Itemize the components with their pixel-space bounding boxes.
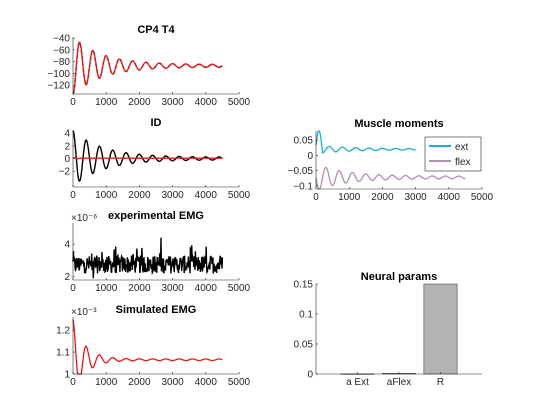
neural-x-tick-label: aFlex — [387, 377, 411, 388]
moments-x-tick-label: 0 — [313, 192, 319, 203]
simemg-x-tick-label: 4000 — [195, 377, 218, 388]
id-y-tick-label: 4 — [64, 129, 70, 140]
moments-x-tick-label: 3000 — [404, 192, 427, 203]
moments-series-flex — [315, 166, 466, 190]
expemg-series-0 — [72, 237, 224, 279]
id-x-tick-label: 1000 — [95, 190, 118, 201]
neural-y-tick-label: 0.15 — [294, 280, 314, 291]
expemg-x-tick-label: 5000 — [228, 283, 251, 294]
simemg-exponent-label: ×10⁻³ — [71, 307, 97, 318]
simemg-title: Simulated EMG — [116, 304, 197, 316]
moments-legend-box — [424, 136, 482, 172]
moments-x-tick-label: 5000 — [471, 192, 494, 203]
simemg-series-0 — [72, 319, 223, 375]
id-x-tick-label: 2000 — [128, 190, 151, 201]
simemg-x-tick-label: 3000 — [161, 377, 184, 388]
simemg-y-tick-label: 1.2 — [56, 326, 70, 337]
cp4t4-y-tick-label: −100 — [47, 69, 70, 80]
simemg-x-tick-label: 5000 — [228, 377, 251, 388]
neural-title: Neural params — [361, 271, 437, 283]
moments-x-tick-label: 2000 — [371, 192, 394, 203]
cp4t4-x-tick-label: 0 — [70, 97, 76, 108]
cp4t4-x-tick-label: 5000 — [228, 97, 251, 108]
cp4t4-title: CP4 T4 — [137, 24, 175, 36]
id-y-tick-label: −2 — [59, 167, 71, 178]
neural-y-tick-label: 0.1 — [299, 310, 313, 321]
neural-params-panel: Neural params a Ext aFlex R 0 0.05 0.1 0.15 — [294, 271, 482, 388]
simemg-y-tick-label: 1 — [64, 370, 70, 381]
cp4t4-series-0 — [72, 41, 223, 95]
simulated-emg-panel: Simulated EMG ×10⁻³ 0 1000 2000 3000 4000 5000 1… — [56, 304, 250, 388]
id-title: ID — [151, 117, 162, 129]
cp4t4-x-tick-label: 3000 — [161, 97, 184, 108]
simemg-x-tick-label: 0 — [70, 377, 76, 388]
id-x-tick-label: 3000 — [161, 190, 184, 201]
expemg-y-tick-label: 4 — [64, 240, 70, 251]
id-x-tick-label: 0 — [70, 190, 76, 201]
id-panel: ID 0 1000 2000 3000 4000 5000 −2 0 24 — [59, 117, 251, 201]
cp4t4-y-tick-label: −60 — [53, 45, 70, 56]
neural-x-tick-label: a Ext — [346, 377, 369, 388]
neural-bar-2 — [423, 283, 458, 375]
moments-series-ext — [315, 130, 416, 154]
moments-x-tick-label: 1000 — [338, 192, 361, 203]
expemg-x-tick-label: 0 — [70, 283, 76, 294]
cp4t4-y-tick-label: −80 — [53, 57, 70, 68]
moments-y-tick-label: 0.05 — [294, 136, 314, 147]
neural-x-tick-label: R — [437, 377, 444, 388]
neural-y-tick-label: 0.05 — [294, 340, 314, 351]
cp4t4-y-tick-label: −40 — [53, 34, 70, 45]
expemg-title: experimental EMG — [108, 210, 204, 222]
cp4t4-panel: CP4 T4 0 1000 2000 3000 4000 5000 −120−100−80−6… — [47, 24, 250, 108]
simemg-x-tick-label: 1000 — [95, 377, 118, 388]
neural-y-tick-label: 0 — [307, 370, 313, 381]
experimental-emg-panel: experimental EMG ×10⁻⁶ 0 1000 2000 3000 4000 50… — [64, 210, 250, 294]
simemg-x-tick-label: 2000 — [128, 377, 151, 388]
id-x-tick-label: 4000 — [195, 190, 218, 201]
id-x-tick-label: 5000 — [228, 190, 251, 201]
cp4t4-series-1 — [72, 41, 223, 95]
expemg-x-tick-label: 2000 — [128, 283, 151, 294]
moments-legend-label-flex: flex — [455, 157, 471, 168]
id-y-tick-label: 0 — [64, 154, 70, 165]
moments-y-tick-label: 0 — [307, 151, 313, 162]
moments-y-tick-label: −0.05 — [288, 166, 314, 177]
simemg-y-tick-label: 1.1 — [56, 348, 70, 359]
expemg-exponent-label: ×10⁻⁶ — [71, 213, 97, 224]
moments-legend-label-ext: ext — [455, 142, 469, 153]
cp4t4-x-tick-label: 1000 — [95, 97, 118, 108]
cp4t4-y-tick-label: −120 — [47, 81, 70, 92]
id-y-tick-label: 2 — [64, 141, 70, 152]
id-series-0 — [72, 130, 223, 182]
cp4t4-x-tick-label: 2000 — [128, 97, 151, 108]
moments-y-tick-label: −0.1 — [293, 181, 313, 192]
expemg-x-tick-label: 3000 — [161, 283, 184, 294]
moments-title: Muscle moments — [354, 118, 443, 130]
moments-legend: ext flex — [424, 136, 482, 172]
expemg-x-tick-label: 1000 — [95, 283, 118, 294]
muscle-moments-panel: Muscle moments 0 1000 2000 3000 4000 5000 −0.1 −… — [288, 118, 494, 203]
cp4t4-x-tick-label: 4000 — [195, 97, 218, 108]
expemg-x-tick-label: 4000 — [195, 283, 218, 294]
expemg-y-tick-label: 2 — [64, 272, 70, 283]
moments-x-tick-label: 4000 — [438, 192, 461, 203]
id-series-1 — [72, 156, 223, 160]
